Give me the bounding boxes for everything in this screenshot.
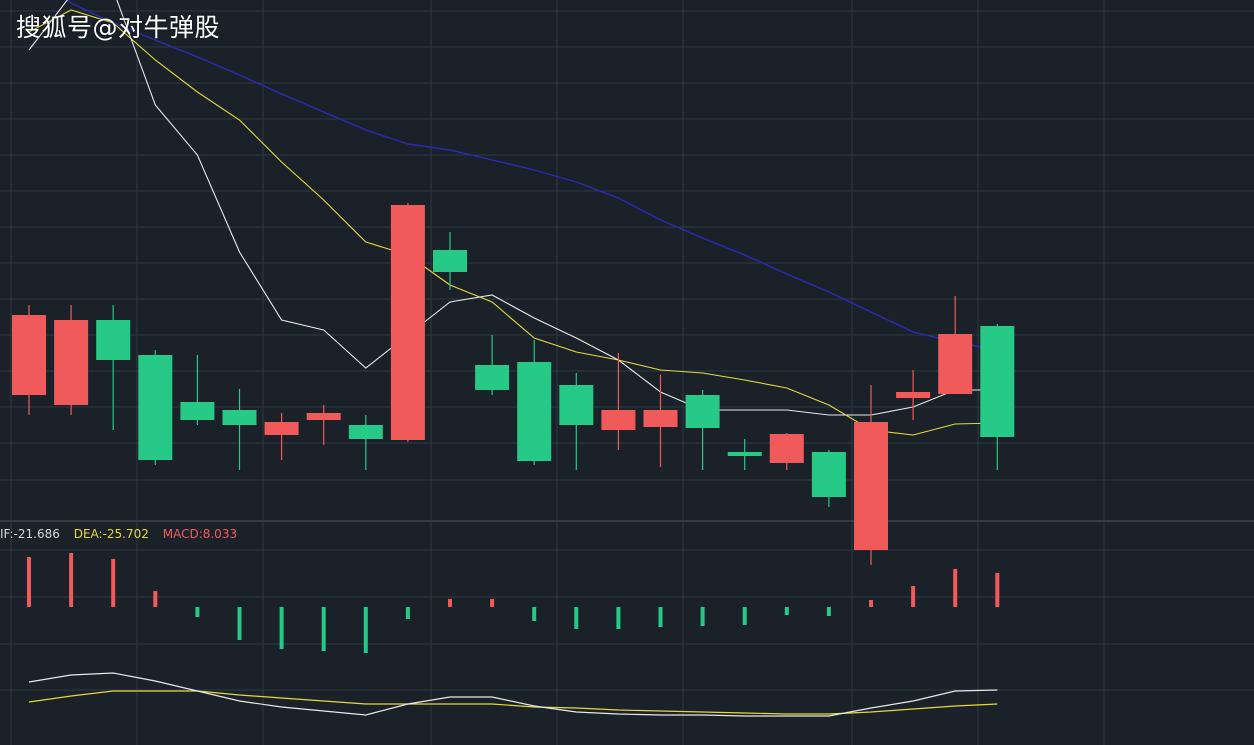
candle-body [138,355,173,460]
candlestick [222,389,257,470]
macd-legend: IF:-21.686 DEA:-25.702 MACD:8.033 [0,527,247,541]
ma-slow-line [66,0,998,351]
candlestick [348,415,383,470]
candlestick [475,335,510,395]
ma-mid-line [28,9,998,436]
candle-body [222,410,257,425]
candle-body [348,425,383,439]
candlestick [685,390,720,470]
candlestick [643,375,678,467]
candlestick [12,305,46,415]
candlesticks [12,203,1015,565]
candle-body [390,205,425,440]
candlestick [938,296,973,394]
dea-line [28,690,998,715]
candlestick [138,350,173,465]
candle-body [643,410,678,427]
candle-body [264,422,299,435]
candlestick [54,305,89,415]
candlestick [306,405,341,445]
candlestick [96,305,131,430]
candlestick [601,353,636,450]
dif-line [28,672,998,717]
candlestick [180,355,215,425]
macd-histogram [27,553,1000,653]
candlestick [854,385,888,565]
candle-body [980,326,1015,437]
candlestick [264,413,299,460]
candlestick [980,324,1015,470]
macd-legend-value: MACD:8.033 [162,527,238,541]
candle-body [685,395,720,428]
candlestick [896,370,931,420]
watermark: 搜狐号@对牛弹股 [16,13,221,42]
candlestick [811,450,846,507]
dif-dea-lines [28,672,998,717]
candle-body [811,452,846,497]
candle-body [54,320,89,405]
candlestick [559,373,594,470]
candle-body [475,365,510,390]
candle-body [896,392,931,398]
moving-average-lines [28,0,998,436]
dea-legend-value: DEA:-25.702 [73,527,149,541]
candle-body [727,452,762,456]
candle-body [96,320,131,360]
candle-body [180,402,215,420]
candle-body [433,250,467,272]
candlestick [390,203,425,442]
candlestick [727,439,762,470]
candlestick [433,232,467,290]
candle-body [12,315,46,395]
candlestick [517,340,552,465]
candle-body [854,422,888,550]
candle-body [601,410,636,430]
candle-body [517,362,552,461]
ma-fast-line [28,0,998,416]
candle-body [559,385,594,425]
dif-legend-value: IF:-21.686 [0,527,60,541]
candle-body [306,413,341,420]
candle-body [769,434,804,463]
candlestick [769,433,804,470]
candle-body [938,334,973,394]
